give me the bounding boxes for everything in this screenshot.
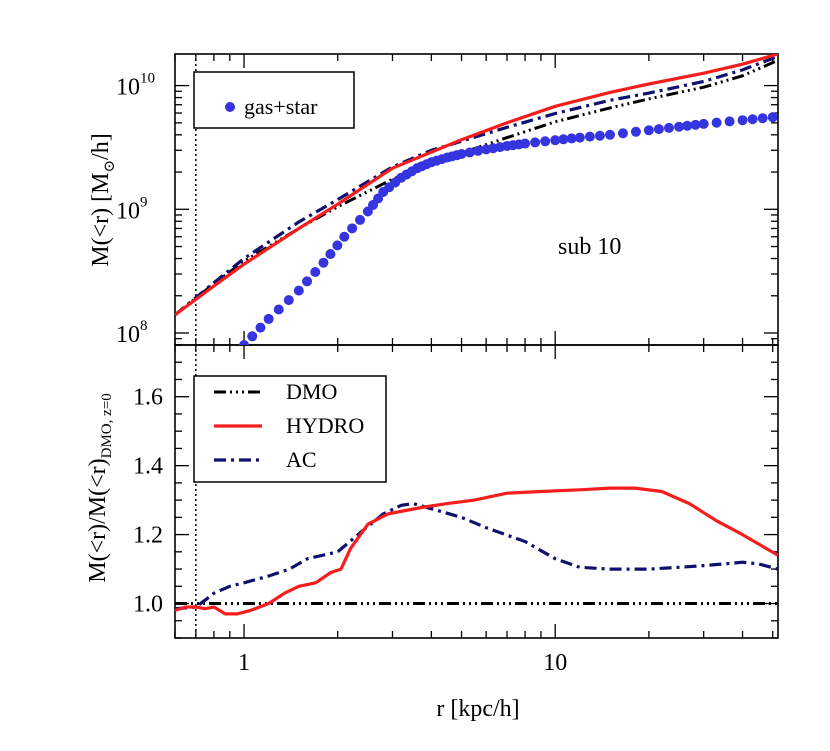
data-point bbox=[630, 126, 641, 137]
series-line bbox=[175, 58, 778, 317]
data-point bbox=[747, 114, 758, 125]
data-point bbox=[347, 223, 358, 234]
top-y-axis-label: M(<r) [M⊙/h] bbox=[88, 133, 118, 266]
y-tick-label: 1.4 bbox=[133, 454, 163, 480]
data-point bbox=[464, 147, 475, 158]
data-point bbox=[332, 240, 343, 251]
bottom-y-axis-label: M(<r)/M(<r)DMO, z=0 bbox=[85, 393, 115, 583]
data-point bbox=[558, 134, 569, 145]
data-point bbox=[724, 116, 735, 127]
series-line bbox=[175, 54, 778, 317]
y-tick-label: 10 bbox=[116, 198, 140, 224]
data-point bbox=[594, 130, 605, 141]
data-point bbox=[255, 322, 266, 333]
bottom-legend-box bbox=[193, 375, 387, 483]
y-tick-exponent: 10 bbox=[140, 71, 155, 87]
data-point bbox=[540, 136, 551, 147]
data-point bbox=[263, 313, 274, 324]
data-point bbox=[690, 119, 701, 130]
data-point bbox=[339, 231, 350, 242]
y-tick-label: 1.6 bbox=[133, 385, 163, 411]
data-point bbox=[767, 112, 778, 123]
data-point bbox=[520, 138, 531, 149]
data-point bbox=[698, 118, 709, 129]
data-point bbox=[584, 131, 595, 142]
x-tick-label: 10 bbox=[543, 650, 567, 676]
data-point bbox=[318, 257, 329, 268]
series-line bbox=[175, 502, 778, 611]
series-line bbox=[175, 486, 778, 616]
series-line bbox=[175, 54, 778, 317]
data-point bbox=[247, 331, 258, 342]
data-point bbox=[530, 137, 541, 148]
series-layer bbox=[175, 54, 778, 616]
y-tick-label: 10 bbox=[116, 322, 140, 348]
data-point bbox=[574, 132, 585, 143]
data-point bbox=[550, 135, 561, 146]
data-point bbox=[302, 276, 313, 287]
data-point bbox=[456, 148, 467, 159]
data-point bbox=[653, 124, 664, 135]
data-point bbox=[711, 117, 722, 128]
top-series-gas-star bbox=[239, 112, 778, 345]
data-point bbox=[273, 304, 284, 315]
data-point bbox=[325, 249, 336, 260]
bottom-series-hydro bbox=[175, 486, 778, 616]
bottom-legend-label-ac: AC bbox=[286, 447, 317, 472]
data-point bbox=[239, 340, 250, 345]
top-series-ac bbox=[175, 54, 778, 317]
data-point bbox=[355, 214, 366, 225]
x-axis-label: r [kpc/h] bbox=[436, 696, 519, 722]
y-tick-label: 10 bbox=[116, 75, 140, 101]
axis-ticks bbox=[174, 54, 778, 639]
y-tick-label: 1.0 bbox=[133, 592, 163, 618]
bottom-legend-label-dmo: DMO bbox=[286, 379, 337, 404]
data-point bbox=[293, 285, 304, 296]
data-point bbox=[757, 113, 768, 124]
y-tick-label: 1.2 bbox=[133, 523, 163, 549]
data-point bbox=[472, 145, 483, 156]
x-tick-label: 1 bbox=[238, 650, 250, 676]
y-tick-exponent: 9 bbox=[140, 194, 148, 210]
y-tick-exponent: 8 bbox=[140, 318, 148, 334]
panel-annotation: sub 10 bbox=[558, 234, 621, 260]
top-legend-marker-gas-star bbox=[225, 102, 235, 112]
top-legend-label-gas-star: gas+star bbox=[244, 94, 318, 119]
top-legend-box bbox=[193, 71, 355, 129]
data-point bbox=[737, 115, 748, 126]
data-point bbox=[283, 295, 294, 306]
bottom-legend-label-hydro: HYDRO bbox=[286, 413, 364, 438]
bottom-panel-frame bbox=[174, 344, 779, 639]
data-point bbox=[617, 128, 628, 139]
bottom-series-ac bbox=[175, 502, 778, 611]
top-series-dmo bbox=[175, 58, 778, 317]
data-point bbox=[674, 121, 685, 132]
data-point bbox=[566, 133, 577, 144]
data-point bbox=[643, 125, 654, 136]
data-point bbox=[310, 267, 321, 278]
data-point bbox=[682, 120, 693, 131]
data-point bbox=[663, 122, 674, 133]
top-series-hydro bbox=[175, 54, 778, 317]
data-point bbox=[604, 129, 615, 140]
